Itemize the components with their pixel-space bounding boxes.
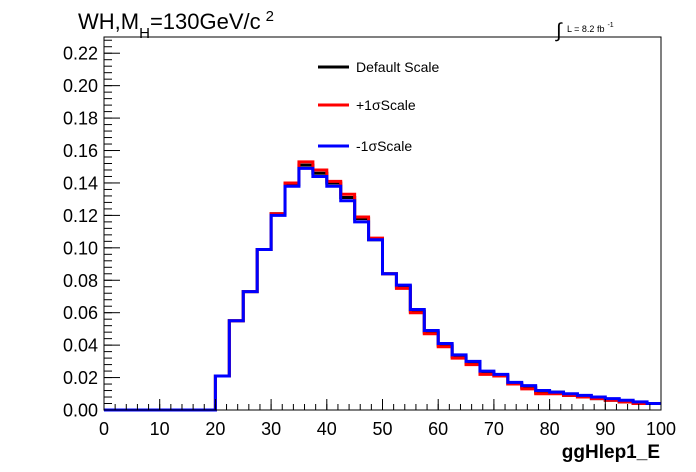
x-tick-label: 0	[99, 419, 109, 439]
legend-label-minus1sigma: -1σScale	[356, 138, 412, 154]
x-tick-label: 100	[646, 419, 676, 439]
lumi-integral: ∫	[555, 20, 563, 42]
lumi-label: L = 8.2 fb -1	[567, 22, 614, 34]
x-tick-label: 20	[205, 419, 225, 439]
x-tick-label: 60	[428, 419, 448, 439]
x-tick-label: 90	[595, 419, 615, 439]
axis-ticks	[103, 39, 662, 411]
x-tick-label: 50	[372, 419, 392, 439]
plot-frame	[103, 36, 662, 411]
legend: Default Scale +1σScale -1σScale	[318, 59, 439, 154]
legend-label-default: Default Scale	[356, 59, 439, 75]
y-tick-label: 0.08	[63, 271, 98, 291]
x-tick-label: 70	[484, 419, 504, 439]
x-axis-tick-labels: 0 10 20 30 40 50 60 70 80 90 100	[99, 419, 676, 439]
series-line-plus1sigma	[104, 160, 661, 412]
y-tick-label: 0.20	[63, 76, 98, 96]
x-tick-label: 10	[150, 419, 170, 439]
y-tick-label: 0.12	[63, 206, 98, 226]
series-line-minus1sigma	[104, 166, 661, 412]
series-line-default	[104, 163, 661, 412]
y-tick-label: 0.06	[63, 303, 98, 323]
y-tick-label: 0.16	[63, 141, 98, 161]
y-tick-label: 0.22	[63, 44, 98, 64]
legend-label-plus1sigma: +1σScale	[356, 97, 416, 113]
y-tick-label: 0.00	[63, 401, 98, 421]
x-tick-label: 30	[261, 419, 281, 439]
y-tick-label: 0.10	[63, 238, 98, 258]
histogram-series-layer	[104, 160, 661, 412]
y-tick-label: 0.04	[63, 336, 98, 356]
x-tick-label: 40	[317, 419, 337, 439]
y-tick-label: 0.18	[63, 109, 98, 129]
x-tick-label: 80	[540, 419, 560, 439]
y-tick-label: 0.02	[63, 368, 98, 388]
chart-title: WH,MH=130GeV/c 2	[78, 8, 274, 42]
y-axis-tick-labels: 0.00 0.02 0.04 0.06 0.08 0.10 0.12 0.14 0.16 0.18…	[63, 44, 98, 421]
y-tick-label: 0.14	[63, 173, 98, 193]
x-axis-title: ggHlep1_E	[562, 442, 660, 463]
